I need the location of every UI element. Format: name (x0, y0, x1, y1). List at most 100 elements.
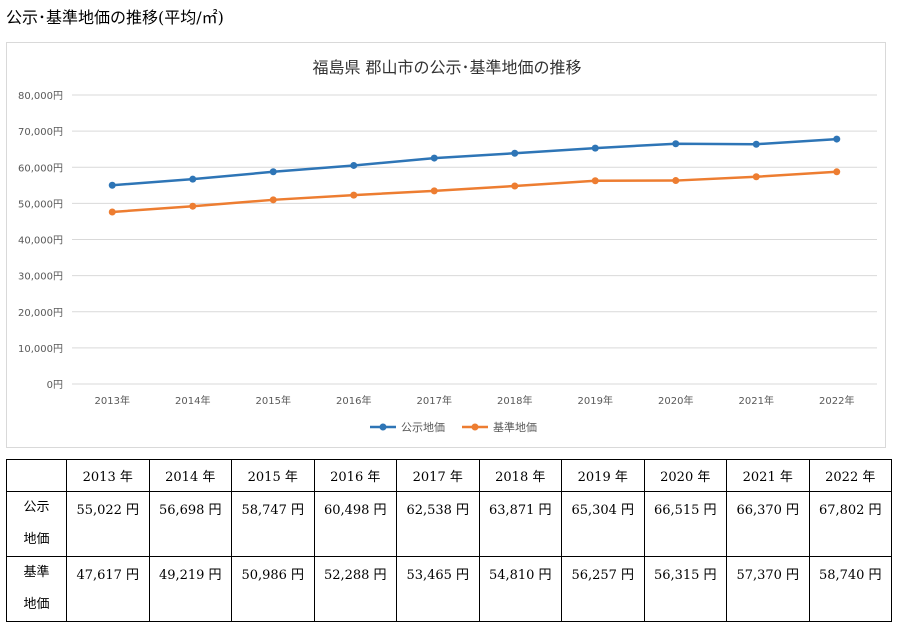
data-point (511, 182, 519, 190)
y-tick-label: 30,000円 (18, 272, 63, 283)
data-point (833, 168, 841, 176)
legend-label: 公示地価 (401, 421, 445, 434)
table-cell-empty (478, 589, 562, 622)
data-point (350, 191, 358, 199)
data-point (672, 177, 680, 185)
table-cell: 67,802 円 (808, 491, 892, 524)
data-point (189, 175, 197, 183)
x-tick-label: 2018年 (497, 394, 532, 407)
table-row-label: 基準 (6, 556, 67, 589)
price-table: 2013 年 2014 年 2015 年 2016 年 2017 年 2018 … (6, 459, 892, 622)
data-point (591, 177, 599, 185)
table-cell-empty (478, 524, 562, 557)
table-cell-empty (726, 524, 810, 557)
table-header-cell: 2017 年 (396, 459, 480, 492)
table-cell-empty (396, 524, 480, 557)
data-point (430, 187, 438, 195)
table-corner-cell (6, 459, 67, 492)
data-point (108, 181, 116, 189)
table-cell: 65,304 円 (561, 491, 645, 524)
data-point (752, 140, 760, 148)
y-tick-label: 80,000円 (18, 91, 63, 102)
series-line-0 (112, 137, 837, 187)
table-header-cell: 2018 年 (478, 459, 562, 492)
table-row-label: 公示 (6, 491, 67, 524)
table-cell: 66,370 円 (726, 491, 810, 524)
table-cell-empty (808, 524, 892, 557)
table-header-cell: 2016 年 (313, 459, 397, 492)
x-tick-label: 2016年 (336, 394, 371, 407)
table-cell-empty (726, 589, 810, 622)
table-cell: 56,315 円 (643, 556, 727, 589)
table-header-cell: 2015 年 (231, 459, 315, 492)
x-tick-label: 2014年 (175, 394, 210, 407)
table-header-cell: 2022 年 (808, 459, 892, 492)
table-header-cell: 2014 年 (148, 459, 232, 492)
data-point (430, 154, 438, 162)
x-tick-label: 2017年 (417, 394, 452, 407)
table-header-row: 2013 年 2014 年 2015 年 2016 年 2017 年 2018 … (6, 459, 892, 492)
table-cell: 55,022 円 (66, 491, 150, 524)
y-tick-label: 70,000円 (18, 127, 63, 138)
data-point (269, 196, 277, 204)
series-line-1 (112, 170, 837, 214)
table-cell: 53,465 円 (396, 556, 480, 589)
table-cell-empty (231, 589, 315, 622)
table-cell: 54,810 円 (478, 556, 562, 589)
table-cell-empty (148, 524, 232, 557)
y-tick-label: 0円 (47, 380, 63, 391)
table-cell: 63,871 円 (478, 491, 562, 524)
data-point (511, 149, 519, 157)
table-row-kijun-top: 基準 47,617 円 49,219 円 50,986 円 52,288 円 5… (6, 556, 892, 589)
table-cell-empty (313, 589, 397, 622)
x-tick-label: 2013年 (95, 394, 130, 407)
table-cell-empty (561, 589, 645, 622)
table-cell-empty (66, 524, 150, 557)
table-cell: 58,747 円 (231, 491, 315, 524)
data-point (672, 140, 680, 148)
y-tick-label: 60,000円 (18, 163, 63, 174)
chart-frame: 福島県 郡山市の公示･基準地価の推移 0円 10,000円 20,000円 30,000… (6, 42, 886, 448)
table-row-label: 地価 (6, 589, 67, 622)
table-row-kijun-bottom: 地価 (6, 589, 892, 622)
table-cell-empty (313, 524, 397, 557)
table-row-label: 地価 (6, 524, 67, 557)
x-tick-label: 2015年 (256, 394, 291, 407)
chart-title: 福島県 郡山市の公示･基準地価の推移 (312, 58, 581, 77)
table-cell: 56,257 円 (561, 556, 645, 589)
table-cell: 56,698 円 (148, 491, 232, 524)
table-cell: 47,617 円 (66, 556, 150, 589)
data-point (189, 202, 197, 210)
table-cell: 52,288 円 (313, 556, 397, 589)
table-cell: 60,498 円 (313, 491, 397, 524)
y-tick-label: 20,000円 (18, 308, 63, 319)
table-cell: 57,370 円 (726, 556, 810, 589)
table-row-kouji-bottom: 地価 (6, 524, 892, 557)
legend-swatch-marker (379, 423, 387, 431)
x-tick-label: 2020年 (658, 394, 693, 407)
table-cell-empty (231, 524, 315, 557)
table-header-cell: 2021 年 (726, 459, 810, 492)
y-tick-label: 50,000円 (18, 199, 63, 210)
data-point (591, 144, 599, 152)
table-cell-empty (396, 589, 480, 622)
x-tick-label: 2022年 (819, 394, 854, 407)
line-chart: 福島県 郡山市の公示･基準地価の推移 0円 10,000円 20,000円 30,000… (18, 58, 877, 434)
data-point (350, 161, 358, 169)
data-point (269, 168, 277, 176)
table-row-kouji-top: 公示 55,022 円 56,698 円 58,747 円 60,498 円 6… (6, 491, 892, 524)
table-cell: 66,515 円 (643, 491, 727, 524)
table-cell: 50,986 円 (231, 556, 315, 589)
page-heading: 公示･基準地価の推移(平均/㎡) (6, 8, 224, 27)
table-cell-empty (148, 589, 232, 622)
data-point (833, 135, 841, 143)
x-tick-label: 2019年 (578, 394, 613, 407)
y-tick-label: 10,000円 (18, 344, 63, 355)
table-cell: 62,538 円 (396, 491, 480, 524)
data-point (108, 208, 116, 216)
legend-label: 基準地価 (493, 420, 537, 434)
y-tick-label: 40,000円 (18, 236, 63, 247)
table-header-cell: 2013 年 (66, 459, 150, 492)
table-cell: 58,740 円 (808, 556, 892, 589)
data-point (752, 173, 760, 181)
